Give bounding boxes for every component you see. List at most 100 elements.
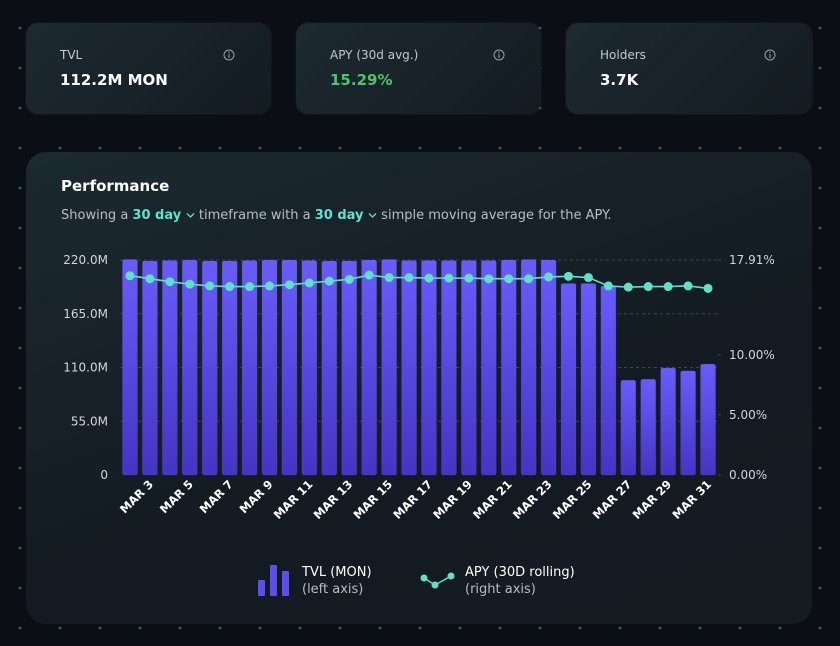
x-tick-label: MAR 31	[669, 477, 714, 522]
apy-point	[444, 273, 454, 283]
bar	[381, 259, 398, 476]
apy-point	[344, 274, 354, 284]
bar	[440, 259, 457, 476]
stat-card: APY (30d avg.) 15.29%	[296, 23, 541, 114]
stat-label: TVL	[60, 48, 83, 62]
apy-point	[384, 273, 394, 283]
bar	[700, 363, 717, 476]
apy-point	[265, 281, 274, 291]
legend-label: TVL (MON)	[301, 565, 372, 580]
apy-point	[304, 278, 314, 288]
x-tick-label: MAR 9	[237, 477, 276, 516]
bar	[520, 259, 537, 476]
legend-icon	[282, 571, 289, 596]
bar	[181, 259, 198, 476]
apy-point	[524, 274, 534, 284]
info-icon[interactable]	[764, 49, 776, 61]
chart-title: Performance	[61, 177, 170, 195]
apy-point	[245, 282, 255, 292]
bar	[141, 260, 158, 476]
x-tick-label: MAR 13	[311, 477, 356, 522]
apy-point	[145, 274, 155, 284]
y-tick-label: 110.0M	[63, 361, 108, 375]
apy-point	[564, 271, 573, 281]
stat-label: APY (30d avg.)	[330, 48, 419, 62]
subtitle-text: Showing a	[61, 208, 133, 223]
bar	[121, 259, 138, 476]
bar	[321, 260, 338, 476]
x-tick-label: MAR 3	[117, 477, 156, 516]
stat-value: 3.7K	[600, 71, 639, 89]
legend-note: (right axis)	[465, 582, 536, 597]
timeframe-dropdown[interactable]: 30 day	[132, 208, 195, 223]
bar	[640, 378, 657, 476]
bar	[281, 259, 298, 476]
bar	[301, 259, 318, 476]
legend-label: APY (30D rolling)	[465, 565, 575, 580]
chevron	[186, 213, 195, 218]
dropdown-value[interactable]: 30 day	[132, 208, 182, 223]
info-icon[interactable]	[493, 49, 505, 61]
x-tick-label: MAR 21	[470, 477, 515, 522]
bar	[361, 259, 378, 476]
bar	[341, 260, 358, 476]
dropdown-value[interactable]: 30 day	[314, 208, 364, 223]
bar	[460, 259, 477, 476]
x-tick-label: MAR 25	[550, 477, 595, 522]
apy-point	[583, 273, 593, 283]
average-dropdown[interactable]: 30 day	[315, 208, 377, 223]
x-tick-label: MAR 19	[430, 477, 475, 522]
x-tick-label: MAR 17	[390, 477, 435, 522]
bar	[161, 259, 178, 476]
bar	[420, 259, 437, 476]
legend-note: (left axis)	[302, 582, 363, 597]
bar	[540, 259, 557, 476]
bar	[600, 285, 617, 476]
legend-icon	[431, 581, 439, 589]
y2-tick-label: 10.00%	[729, 348, 775, 362]
apy-point	[165, 277, 175, 287]
legend-icon	[447, 572, 455, 580]
apy-point	[205, 281, 215, 291]
bar	[201, 260, 218, 476]
y2-tick-label: 17.91%	[729, 253, 775, 267]
apy-point	[225, 282, 235, 292]
apy-point	[623, 282, 633, 292]
y-tick-label: 165.0M	[63, 307, 108, 321]
bar	[560, 282, 577, 476]
bar	[480, 259, 497, 476]
apy-point	[284, 280, 294, 290]
stat-value: 15.29%	[330, 71, 393, 89]
legend-icon	[270, 565, 277, 596]
legend-icon	[258, 580, 265, 596]
apy-point	[404, 273, 414, 283]
x-tick-label: MAR 11	[271, 477, 316, 522]
apy-point	[504, 274, 514, 284]
bar	[660, 367, 677, 476]
apy-point	[424, 273, 434, 283]
stat-value: 112.2M MON	[60, 71, 168, 89]
bar	[620, 379, 637, 476]
subtitle-text: timeframe with a	[194, 208, 315, 223]
x-tick-label: MAR 7	[197, 477, 236, 516]
x-tick-label: MAR 23	[510, 477, 555, 522]
apy-point	[125, 271, 135, 281]
stat-card: Holders 3.7K	[566, 23, 812, 114]
apy-point	[603, 281, 613, 291]
apy-point	[544, 272, 554, 282]
stat-label: Holders	[600, 48, 646, 62]
info-icon[interactable]	[223, 49, 235, 61]
y2-tick-label: 5.00%	[729, 408, 767, 422]
bar	[241, 259, 258, 476]
y-tick-label: 220.0M	[63, 253, 108, 267]
bar	[401, 259, 418, 476]
x-tick-label: MAR 5	[157, 477, 196, 516]
apy-point	[683, 281, 693, 291]
apy-point	[324, 276, 334, 286]
x-tick-label: MAR 27	[590, 477, 635, 522]
bar	[261, 259, 278, 476]
bar	[680, 370, 697, 476]
x-tick-label: MAR 29	[630, 477, 675, 522]
